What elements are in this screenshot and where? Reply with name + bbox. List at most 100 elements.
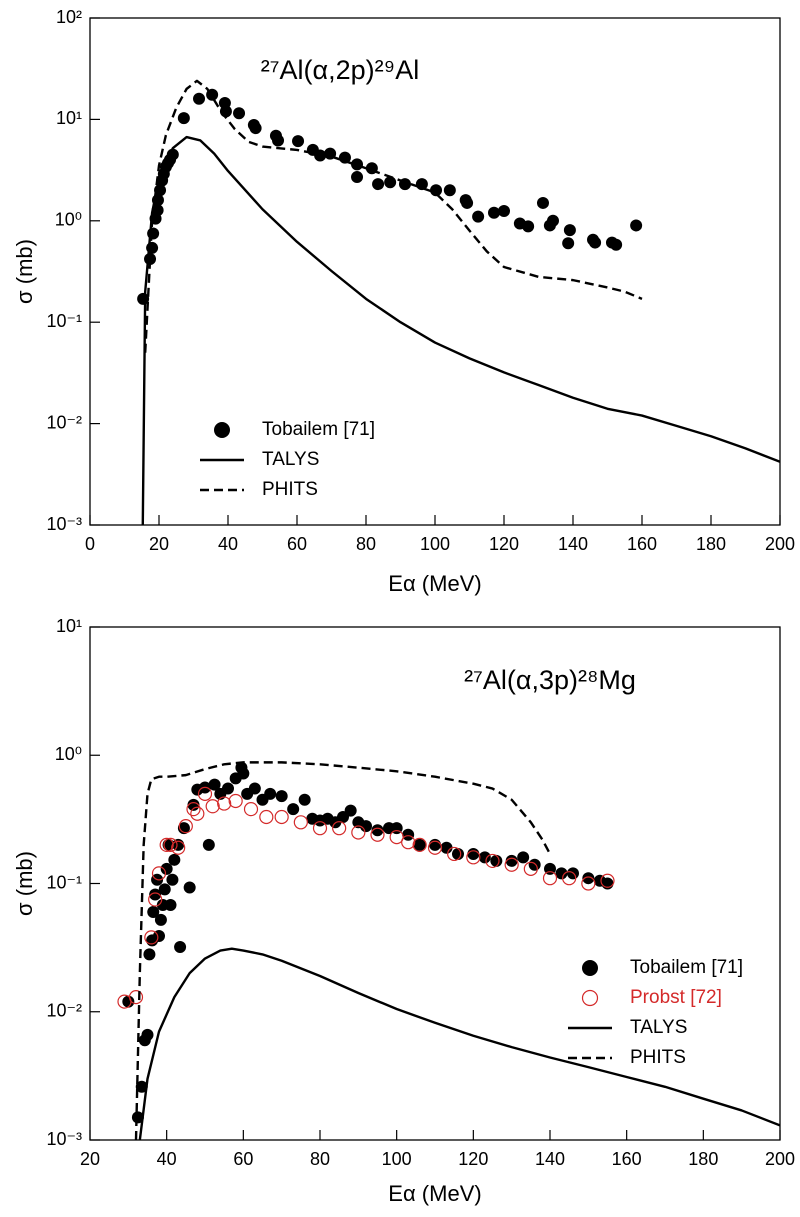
data-point (174, 940, 187, 953)
data-point (401, 835, 416, 850)
data-point (562, 237, 575, 250)
dashed-curve (144, 79, 643, 353)
data-point (332, 821, 347, 836)
data-point (274, 809, 289, 825)
data-point (402, 828, 415, 841)
data-point (243, 802, 259, 817)
legend-label: PHITS (630, 1047, 686, 1068)
data-point (249, 122, 262, 135)
y-tick-label: 10¹ (56, 616, 82, 636)
x-tick-label: 160 (612, 1149, 642, 1169)
data-point (128, 990, 144, 1005)
data-point (427, 840, 443, 855)
data-point (447, 846, 462, 862)
x-tick-label: 100 (420, 534, 450, 554)
x-tick-label: 160 (627, 534, 657, 554)
legend-marker (582, 960, 598, 976)
x-tick-label: 20 (149, 534, 169, 554)
panel: 20 40 60 80 100 120 140 160 180 200 10⁻³ 10⁻² 10⁻¹ 10… (12, 616, 795, 1206)
data-point (452, 847, 464, 860)
y-tick-label: 10⁰ (55, 744, 82, 764)
data-point (562, 871, 577, 886)
x-tick-label: 120 (458, 1149, 488, 1169)
data-point (413, 838, 426, 851)
data-point (217, 796, 232, 811)
data-point (372, 178, 385, 191)
data-point (160, 862, 173, 875)
legend-label: Tobailem [71] (630, 957, 743, 978)
x-tick-label: 20 (80, 1149, 100, 1169)
dashed-curve (134, 761, 552, 1140)
y-tick-label: 10⁻² (46, 412, 82, 432)
data-point (630, 219, 643, 232)
panel: 0 20 40 60 80 100 120 140 160 180 200 10⁻³ 10⁻² 10⁻¹ 1… (12, 7, 795, 596)
data-point (187, 798, 200, 811)
data-point (384, 176, 397, 189)
data-point (166, 873, 179, 886)
data-point (186, 802, 201, 817)
data-point (555, 867, 568, 880)
data-point (205, 799, 220, 814)
data-point (193, 92, 206, 105)
data-point (272, 134, 285, 147)
data-point (389, 830, 404, 845)
data-point (228, 793, 243, 809)
x-tick-label: 80 (310, 1149, 330, 1169)
data-point (149, 888, 162, 901)
data-point (141, 1028, 154, 1041)
y-axis-label: σ (mb) (12, 851, 37, 916)
data-point (168, 853, 181, 866)
legend-label: Probst [72] (630, 987, 722, 1008)
data-point (197, 786, 213, 801)
data-point (171, 840, 186, 855)
data-point (443, 184, 456, 197)
x-tick-label: 200 (765, 534, 795, 554)
data-point (148, 892, 163, 907)
data-point (163, 837, 178, 852)
data-point (248, 782, 261, 795)
data-point (338, 151, 351, 164)
data-point (487, 206, 500, 219)
x-tick-label: 80 (356, 534, 376, 554)
data-point (154, 913, 167, 926)
data-point (259, 809, 274, 825)
solid-curve (138, 947, 780, 1140)
data-point (517, 851, 530, 864)
data-point (430, 184, 443, 197)
data-point (582, 872, 595, 885)
chart-title: ²⁷Al(α,2p)²⁹Al (261, 55, 419, 85)
legend-marker (214, 422, 230, 438)
legend: Tobailem [71] TALYS PHITS (200, 419, 375, 500)
data-point (351, 825, 366, 840)
data-point (178, 819, 193, 834)
y-tick-label: 10² (56, 7, 82, 27)
data-point (600, 873, 615, 888)
data-point (466, 850, 481, 865)
data-point (122, 995, 135, 1008)
y-axis-label: σ (mb) (12, 239, 37, 304)
data-point (610, 238, 623, 251)
data-point (208, 778, 221, 791)
data-point (143, 948, 156, 961)
data-point (370, 827, 385, 842)
data-point (589, 236, 602, 249)
x-tick-label: 0 (85, 534, 95, 554)
data-point (504, 857, 519, 872)
data-point (222, 782, 234, 795)
data-point (505, 854, 518, 867)
x-tick-label: 140 (558, 534, 588, 554)
data-point (563, 224, 576, 237)
legend: Tobailem [71] Probst [72] TALYS PHITS (568, 957, 743, 1068)
data-point (202, 838, 215, 851)
data-point (522, 220, 535, 233)
data-point (461, 196, 474, 209)
x-tick-label: 180 (688, 1149, 718, 1169)
data-point (440, 841, 453, 854)
x-tick-label: 120 (489, 534, 519, 554)
data-point (233, 107, 246, 120)
data-point (581, 876, 596, 891)
legend-label: PHITS (262, 479, 318, 500)
data-point (237, 767, 250, 780)
